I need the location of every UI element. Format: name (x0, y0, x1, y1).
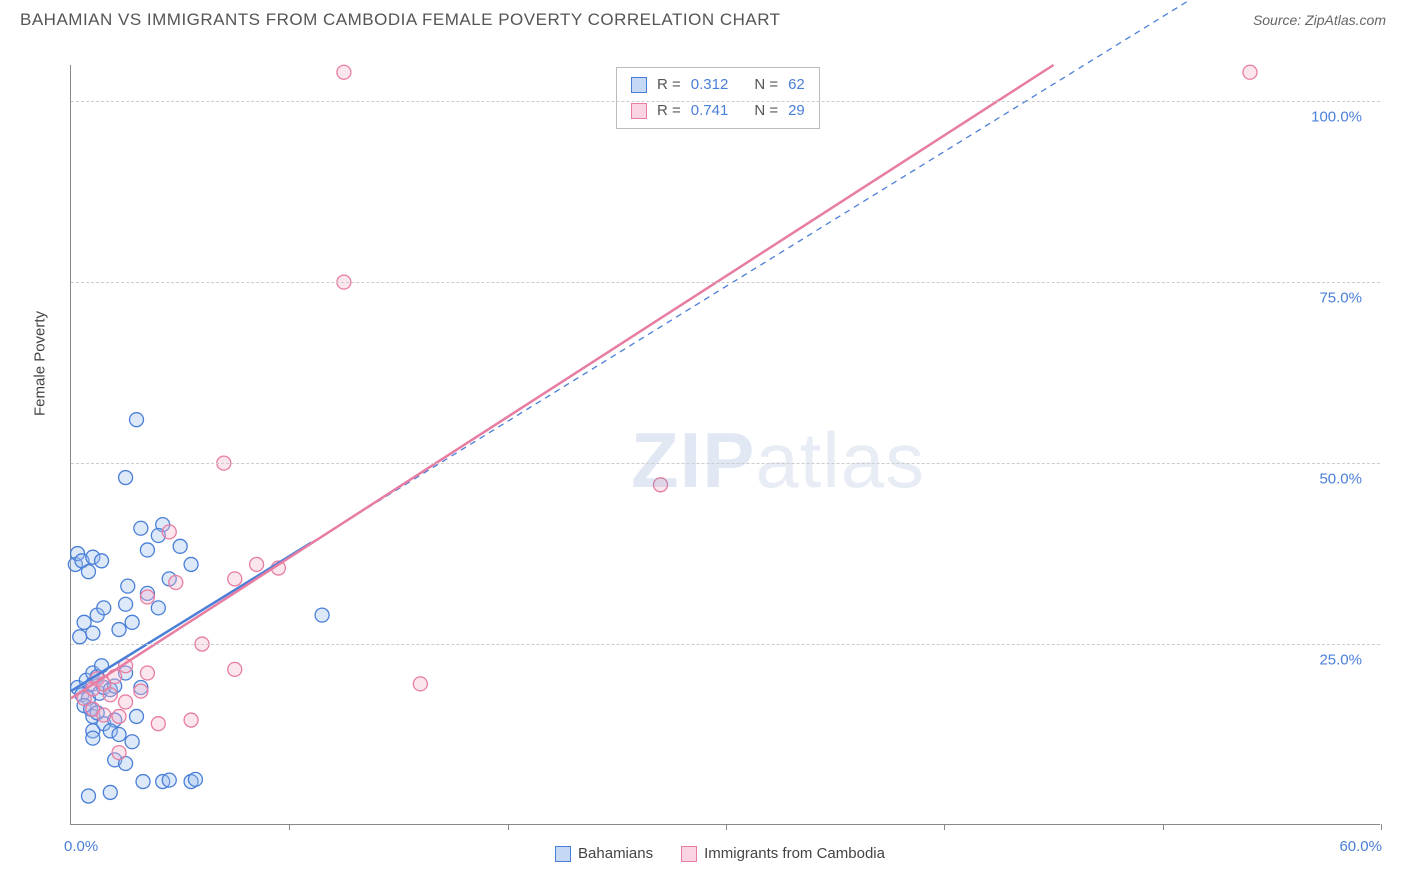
x-tick (1163, 824, 1164, 830)
data-point (103, 785, 117, 799)
legend-item: Immigrants from Cambodia (681, 845, 885, 862)
legend-swatch (681, 846, 697, 862)
y-tick-label: 50.0% (1319, 471, 1362, 488)
data-point (103, 688, 117, 702)
data-point (125, 735, 139, 749)
legend-label: Immigrants from Cambodia (704, 845, 885, 862)
chart-title: BAHAMIAN VS IMMIGRANTS FROM CAMBODIA FEM… (20, 10, 781, 30)
stat-r-label: R = (657, 72, 681, 98)
x-tick (508, 824, 509, 830)
stat-n-value: 62 (788, 72, 805, 98)
data-point (81, 565, 95, 579)
plot-area: ZIPatlas R =0.312N =62R =0.741N =29 25.0… (70, 65, 1380, 825)
data-point (112, 746, 126, 760)
legend-stats-row: R = 0.312 N = 62 (631, 72, 805, 98)
gridline (71, 101, 1380, 102)
legend-swatch (631, 77, 647, 93)
legend-swatch (631, 103, 647, 119)
y-axis-label: Female Poverty (32, 311, 49, 416)
data-point (130, 709, 144, 723)
legend-swatch (555, 846, 571, 862)
data-point (95, 554, 109, 568)
data-point (228, 572, 242, 586)
chart-container: Female Poverty ZIPatlas R =0.312N =62R =… (50, 55, 1390, 865)
trend-line (71, 65, 1054, 698)
y-tick-label: 25.0% (1319, 652, 1362, 669)
data-point (413, 677, 427, 691)
data-point (169, 576, 183, 590)
data-point (95, 659, 109, 673)
data-point (97, 708, 111, 722)
data-point (86, 626, 100, 640)
data-point (140, 543, 154, 557)
data-point (315, 608, 329, 622)
data-point (228, 662, 242, 676)
gridline (71, 282, 1380, 283)
data-point (134, 684, 148, 698)
data-point (184, 713, 198, 727)
source-label: Source: ZipAtlas.com (1253, 12, 1386, 28)
data-point (151, 717, 165, 731)
data-point (73, 630, 87, 644)
data-point (121, 579, 135, 593)
data-point (136, 775, 150, 789)
data-point (119, 695, 133, 709)
scatter-svg (71, 65, 1380, 824)
data-point (140, 666, 154, 680)
data-point (125, 615, 139, 629)
x-tick (726, 824, 727, 830)
data-point (112, 623, 126, 637)
stat-r-value: 0.312 (691, 72, 729, 98)
gridline (71, 644, 1380, 645)
data-point (112, 709, 126, 723)
data-point (151, 601, 165, 615)
data-point (337, 65, 351, 79)
legend-bottom: Bahamians Immigrants from Cambodia (50, 845, 1390, 862)
data-point (654, 478, 668, 492)
x-tick (289, 824, 290, 830)
data-point (130, 413, 144, 427)
data-point (250, 557, 264, 571)
data-point (134, 521, 148, 535)
legend-label: Bahamians (578, 845, 653, 862)
data-point (184, 557, 198, 571)
data-point (86, 731, 100, 745)
gridline (71, 463, 1380, 464)
data-point (140, 590, 154, 604)
data-point (119, 597, 133, 611)
x-tick (1381, 824, 1382, 830)
chart-header: BAHAMIAN VS IMMIGRANTS FROM CAMBODIA FEM… (0, 0, 1406, 38)
legend-stats-box: R =0.312N =62R =0.741N =29 (616, 67, 820, 129)
stat-n-label: N = (754, 72, 778, 98)
x-tick (944, 824, 945, 830)
data-point (162, 525, 176, 539)
data-point (188, 772, 202, 786)
data-point (162, 773, 176, 787)
data-point (108, 670, 122, 684)
data-point (173, 539, 187, 553)
y-tick-label: 100.0% (1311, 109, 1362, 126)
data-point (112, 728, 126, 742)
data-point (119, 471, 133, 485)
data-point (1243, 65, 1257, 79)
legend-item: Bahamians (555, 845, 653, 862)
trend-line-extension (311, 0, 1337, 543)
data-point (81, 789, 95, 803)
data-point (97, 601, 111, 615)
y-tick-label: 75.0% (1319, 290, 1362, 307)
